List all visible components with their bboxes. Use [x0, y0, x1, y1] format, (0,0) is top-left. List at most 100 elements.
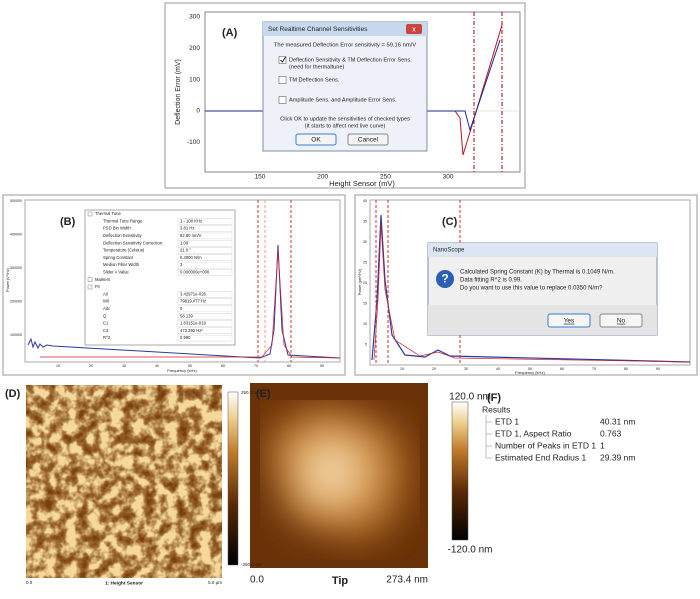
property-name: Deflection Sensitivity — [103, 233, 143, 238]
scale-max: 120.0 nm — [449, 392, 491, 403]
option-label: Deflection Sensitivity & TM Deflection E… — [289, 57, 412, 63]
property-value: 3.42971e-026 — [180, 291, 207, 296]
question-mark: ? — [441, 272, 448, 286]
color-bar — [451, 401, 469, 541]
property-name: Thermal Tune — [95, 211, 122, 216]
x-tick-label: 150 — [255, 174, 266, 181]
property-field — [177, 305, 233, 313]
property-value: 3.81 Hz — [180, 226, 194, 231]
panel-label: (C) — [442, 216, 458, 228]
plot-area — [369, 199, 691, 366]
checkmark — [280, 56, 286, 63]
property-field — [177, 218, 233, 225]
dialog-button[interactable] — [347, 133, 389, 146]
property-name: A0 — [103, 291, 109, 296]
result-name: Number of Peaks in ETD 1 — [495, 440, 596, 450]
question-icon — [436, 270, 454, 288]
tree-toggle — [87, 277, 93, 282]
property-field — [177, 254, 233, 262]
x-tick-label: 70 — [592, 367, 596, 371]
y-tick-label: 15 — [363, 301, 367, 305]
x-tick-label: 30 — [122, 364, 126, 368]
y-tick-label: 300000 — [10, 266, 22, 270]
button-label: Cancel — [358, 137, 379, 144]
property-value: 1.83151e-019 — [180, 321, 207, 326]
x-tick-label: 80 — [624, 367, 628, 371]
property-name: PSD Bin Width — [103, 226, 131, 231]
property-value: 0.000000e+000 — [180, 270, 210, 275]
tip-image — [260, 400, 420, 560]
property-name: Thermal Tune Range — [103, 218, 143, 223]
property-name: Spring Constant — [103, 255, 134, 260]
thermal-psd — [27, 244, 341, 359]
property-name: Median Filter Width — [103, 262, 140, 267]
checkbox[interactable] — [278, 76, 287, 84]
afm-height-image — [26, 385, 222, 578]
x-tick-label: 50 — [188, 364, 192, 368]
dialog-button[interactable] — [295, 133, 337, 146]
property-field — [177, 298, 233, 305]
channel-name: 1: Height Sensor — [105, 580, 143, 586]
property-value: 1.09 — [180, 240, 189, 245]
property-value: 82.80 nm/V — [180, 233, 202, 238]
checkbox[interactable] — [278, 96, 287, 104]
property-name: Q — [103, 313, 107, 318]
x-end: 5.0 µm — [208, 580, 222, 585]
property-value: 0.990 — [180, 335, 191, 340]
dialog-button[interactable] — [599, 313, 643, 328]
result-value: 1 — [600, 440, 605, 450]
fit-curve — [373, 224, 691, 363]
x-tick-label: 40 — [496, 367, 500, 371]
y-axis-label: Power (pm²/Hz) — [358, 268, 362, 295]
dialog-titlebar — [263, 22, 427, 36]
y-tick-label: 400000 — [10, 232, 22, 236]
y-tick-label: 10 — [363, 322, 367, 326]
property-value: 21.0 ° — [180, 248, 191, 253]
result-name: ETD 1 — [495, 416, 519, 426]
dialog-titlebar — [428, 243, 657, 257]
x-tick-label: 200 — [317, 174, 328, 181]
x-tick-label: 300 — [443, 174, 454, 181]
property-name: Markers — [95, 277, 110, 282]
x-axis-label: Frequency (kHz) — [167, 368, 197, 373]
dialog-note: (It starts to affect next live curve) — [305, 123, 386, 129]
button-label: No — [617, 318, 626, 325]
scale-max: 250.0 nm — [241, 390, 260, 395]
close-button[interactable] — [406, 24, 422, 34]
x-axis-label: Height Sensor (mV) — [329, 179, 395, 188]
option-note: (need for thermaltune) — [289, 64, 344, 70]
x-tick-label: 60 — [560, 367, 564, 371]
x-tick-label: 20 — [89, 364, 93, 368]
property-value: 1 - 100 KHz — [180, 218, 202, 223]
dialog-title: NanoScope — [433, 248, 465, 254]
x-tick-label: 10 — [56, 364, 60, 368]
y-tick-label: 5 — [365, 342, 367, 346]
property-value: 79819.477 Hz — [180, 299, 206, 304]
x-tick-label: 250 — [380, 174, 391, 181]
y-axis-label: Deflection Error (mV) — [175, 59, 182, 125]
tree-toggle — [87, 211, 93, 217]
dialog-title: Set Realtime Channel Sensitivities — [268, 26, 368, 33]
panel-label: (F) — [487, 392, 501, 404]
property-field — [177, 261, 233, 269]
x-tick-label: 80 — [287, 364, 291, 368]
y-tick-label: 500000 — [10, 199, 22, 203]
x-tick-label: 70 — [254, 364, 258, 368]
panel-label: (D) — [5, 388, 21, 400]
dialog-button[interactable] — [547, 313, 591, 328]
checkbox[interactable] — [278, 56, 287, 64]
scale-min: -120.0 nm — [447, 545, 492, 556]
x-tick-label: 90 — [320, 364, 324, 368]
property-name: Deflection Sensitivity Correction — [103, 240, 163, 245]
property-name: C2 — [103, 328, 109, 333]
property-field — [177, 225, 233, 232]
x-end: 273.4 nm — [386, 575, 428, 586]
property-name: Slider A Value — [103, 270, 129, 275]
dialog-message: Calculated Spring Constant (K) by Therma… — [460, 270, 615, 276]
results-heading: Results — [482, 404, 510, 414]
panel-label: (A) — [222, 27, 238, 39]
y-tick-label: 200000 — [10, 299, 22, 303]
x-tick-label: 10 — [400, 367, 404, 371]
button-label: Yes — [564, 318, 575, 325]
